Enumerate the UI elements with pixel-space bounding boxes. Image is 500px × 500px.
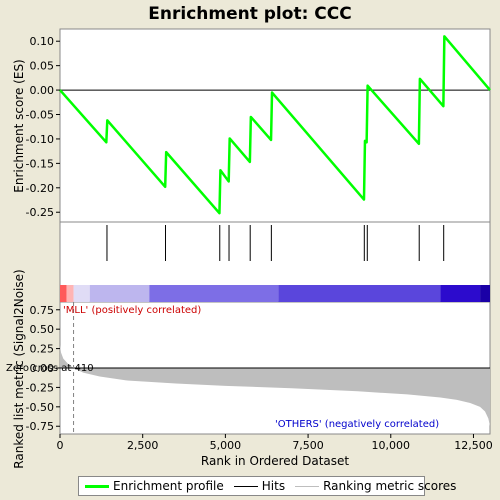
x-axis-label: Rank in Ordered Dataset bbox=[201, 454, 349, 468]
metric-tick-label-4: -0.25 bbox=[26, 381, 54, 394]
es-tick-label-5: -0.15 bbox=[26, 157, 54, 170]
es-tick-label-4: -0.10 bbox=[26, 133, 54, 146]
metric-axis-label: Ranked list metric (Signal2Noise) bbox=[12, 269, 26, 468]
x-tick-label-4: 10,000 bbox=[372, 439, 411, 452]
legend-label-hits: Hits bbox=[261, 479, 286, 493]
hits-series bbox=[106, 225, 445, 261]
metric-tick-label-1: 0.50 bbox=[30, 323, 55, 336]
legend-item-hits: Hits bbox=[233, 479, 286, 493]
chart-title: Enrichment plot: CCC bbox=[148, 4, 351, 24]
metric-series bbox=[60, 302, 490, 434]
colorbar-segment-3 bbox=[89, 285, 150, 302]
positive-label: 'MLL' (positively correlated) bbox=[63, 305, 201, 316]
legend-label-es: Enrichment profile bbox=[113, 479, 224, 493]
es-profile-line bbox=[59, 35, 491, 215]
metric-tick-label-3: 0.00 bbox=[30, 362, 55, 375]
es-series bbox=[59, 35, 491, 215]
es-tick-label-3: -0.05 bbox=[26, 109, 54, 122]
metric-tick-label-6: -0.75 bbox=[26, 420, 54, 433]
legend-label-metric: Ranking metric scores bbox=[323, 479, 457, 493]
colorbar-segment-6 bbox=[440, 285, 481, 302]
es-tick-label-6: -0.20 bbox=[26, 182, 54, 195]
colorbar-segment-0 bbox=[60, 285, 67, 302]
colorbar-segment-2 bbox=[73, 285, 90, 302]
legend: Enrichment profile Hits Ranking metric s… bbox=[78, 476, 456, 496]
x-tick-label-0: 0 bbox=[57, 439, 64, 452]
es-tick-label-2: 0.00 bbox=[30, 84, 55, 97]
legend-item-es: Enrichment profile bbox=[85, 479, 224, 493]
metric-area bbox=[60, 344, 490, 427]
metric-tick-label-5: -0.50 bbox=[26, 401, 54, 414]
es-tick-label-7: -0.25 bbox=[26, 206, 54, 219]
x-tick-label-1: 2,500 bbox=[127, 439, 159, 452]
x-tick-label-2: 5,000 bbox=[210, 439, 242, 452]
legend-item-metric: Ranking metric scores bbox=[295, 479, 456, 493]
x-tick-label-3: 7,500 bbox=[292, 439, 324, 452]
rank-colorbar bbox=[60, 285, 490, 302]
es-panel bbox=[59, 28, 491, 223]
colorbar-segment-1 bbox=[66, 285, 74, 302]
legend-swatch-metric bbox=[295, 485, 320, 487]
negative-label: 'OTHERS' (negatively correlated) bbox=[275, 419, 439, 430]
colorbar-segment-7 bbox=[480, 285, 490, 302]
legend-swatch-es bbox=[85, 484, 109, 488]
legend-swatch-hits bbox=[233, 485, 258, 487]
es-tick-label-0: 0.10 bbox=[30, 35, 55, 48]
es-tick-label-1: 0.05 bbox=[30, 60, 55, 73]
metric-tick-label-0: 0.75 bbox=[30, 304, 55, 317]
colorbar-segment-5 bbox=[278, 285, 441, 302]
es-axis-label: Enrichment score (ES) bbox=[12, 59, 26, 192]
colorbar-segment-4 bbox=[149, 285, 279, 302]
metric-tick-label-2: 0.25 bbox=[30, 343, 55, 356]
axes: 0.10 0.05 0.00 -0.05 -0.10 -0.15 -0.20 -0.25 0.7… bbox=[26, 35, 493, 452]
x-tick-label-5: 12,500 bbox=[454, 439, 493, 452]
zero-cross-label: Zero cross at 410 bbox=[6, 363, 94, 374]
